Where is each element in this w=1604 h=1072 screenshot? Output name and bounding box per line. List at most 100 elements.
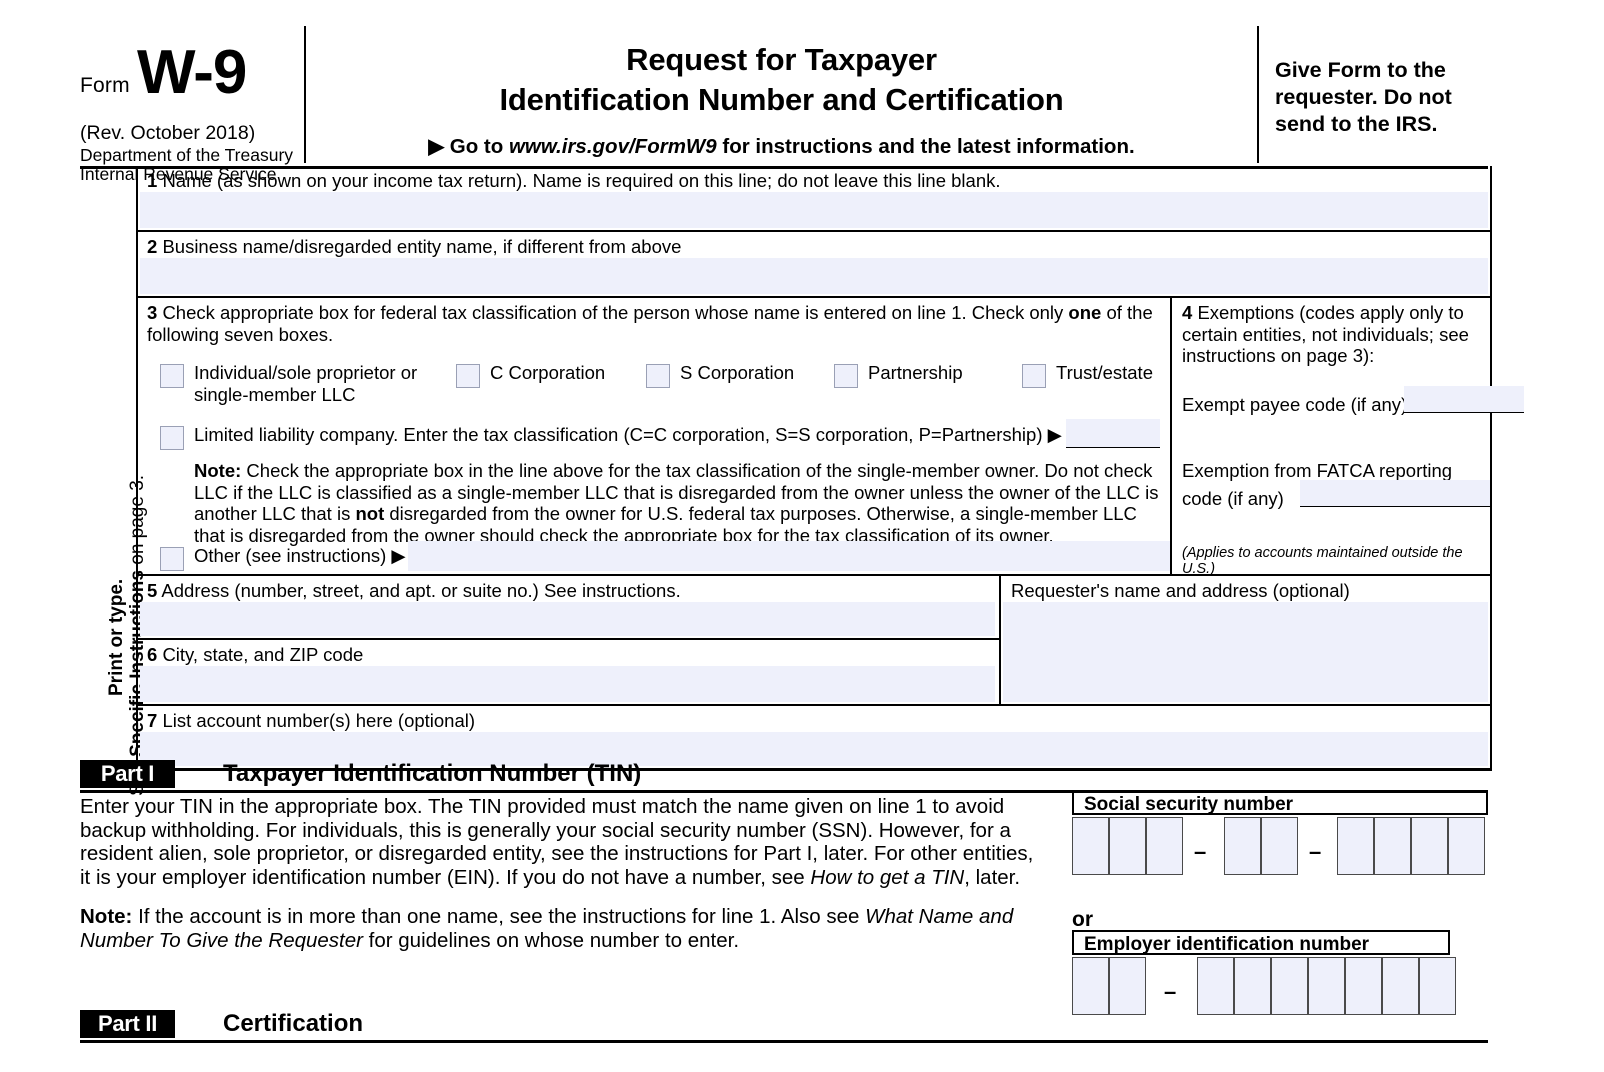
other-classification-input[interactable] (408, 541, 1170, 571)
ein-digit-7[interactable] (1345, 957, 1382, 1015)
checkbox-trust-estate[interactable] (1022, 364, 1046, 388)
ssn-digit-5[interactable] (1261, 817, 1298, 875)
irs-website-line: ▶ Go to www.irs.gov/FormW9 for instructi… (306, 134, 1257, 159)
checkbox-limited-liability-company[interactable] (160, 426, 184, 450)
goto-suffix: for instructions and the latest informat… (716, 135, 1135, 158)
ssn-heading: Social security number (1072, 790, 1488, 815)
ssn-digit-4[interactable] (1224, 817, 1261, 875)
ssn-box-row: – – (1072, 817, 1488, 875)
line-3-note-text-b: disregarded from the owner for U.S. fede… (194, 503, 1137, 546)
part-1-note-b: for guidelines on whose number to enter. (362, 928, 740, 952)
line-6-number: 6 (147, 644, 158, 665)
checkbox-individual-sole-proprietor[interactable] (160, 364, 184, 388)
line-3-and-4-row: 3 Check appropriate box for federal tax … (138, 298, 1524, 577)
ssn-digit-3[interactable] (1146, 817, 1183, 875)
line-7-account-numbers-input[interactable] (140, 732, 1488, 766)
form-title-line-1: Request for Taxpayer (626, 42, 937, 77)
part-1-note-italic-title: What Name and Number To Give the Request… (80, 905, 1014, 952)
requester-name-address-input[interactable] (1003, 602, 1488, 702)
ein-digit-9[interactable] (1419, 957, 1456, 1015)
part-1-paragraph-1: Enter your TIN in the appropriate box. T… (80, 795, 1042, 889)
fatca-code-input[interactable] (1300, 480, 1490, 507)
sidebar-print-or-type: Print or type. (106, 578, 127, 696)
checkbox-c-corporation[interactable] (456, 364, 480, 388)
line-2-label: Business name/disregarded entity name, i… (162, 236, 682, 257)
line-5-address-input[interactable] (140, 602, 995, 636)
checkbox-label-s-corporation: S Corporation (680, 362, 795, 383)
part-1-note-bold: Note: (80, 905, 133, 928)
line-1-label: Name (as shown on your income tax return… (162, 170, 1001, 191)
address-and-requester-row: 5 Address (number, street, and apt. or s… (138, 576, 1490, 706)
other-label: Other (see instructions) ▶ (194, 545, 406, 566)
line-7-number: 7 (147, 710, 158, 731)
header-instruction-block: Give Form to the requester. Do not send … (1270, 26, 1488, 163)
line-2-number: 2 (147, 236, 158, 257)
line-3-other-row: Other (see instructions) ▶ (138, 541, 1170, 577)
issuing-agency: Department of the Treasury Internal Reve… (80, 146, 293, 183)
checkbox-s-corporation[interactable] (646, 364, 670, 388)
checkbox-label-individual-line1: Individual/sole proprietor or (194, 362, 418, 383)
ein-digit-8[interactable] (1382, 957, 1419, 1015)
checkbox-partnership[interactable] (834, 364, 858, 388)
fatca-label-line-2: code (if any) (1182, 488, 1284, 509)
ein-heading: Employer identification number (1072, 930, 1450, 955)
line-1-name-input[interactable] (140, 192, 1488, 228)
line-2-business-name-input[interactable] (140, 258, 1488, 294)
ein-digit-5[interactable] (1271, 957, 1308, 1015)
part-2-title: Certification (223, 1010, 364, 1037)
department-line-1: Department of the Treasury (80, 145, 294, 165)
line-3-instruction-bold: one (1068, 302, 1102, 323)
exempt-payee-code-label: Exempt payee code (if any) (1182, 394, 1408, 415)
irs-url-link[interactable]: www.irs.gov/FormW9 (508, 135, 717, 158)
checkbox-other[interactable] (160, 547, 184, 571)
part-1-note-a: If the account is in more than one name,… (132, 905, 866, 928)
checkbox-label-c-corporation: C Corporation (490, 362, 606, 383)
header-left-block: Form W-9 (Rev. October 2018) Department … (80, 26, 306, 183)
line-4-heading: 4 Exemptions (codes apply only to certai… (1182, 302, 1492, 367)
ein-digit-6[interactable] (1308, 957, 1345, 1015)
part-1-how-to-get-a-tin: How to get a TIN (810, 865, 965, 889)
line-3-note-text-a: Check the appropriate box in the line ab… (194, 460, 1159, 524)
line-4-number: 4 (1182, 302, 1193, 323)
part-2-header-bar: Part II Certification (80, 1010, 1488, 1043)
requester-column: Requester's name and address (optional) (1001, 576, 1490, 704)
line-1-number: 1 (147, 170, 158, 191)
requester-caption: Requester's name and address (optional) (1011, 580, 1350, 601)
ein-digit-2[interactable] (1109, 957, 1146, 1015)
ein-digit-4[interactable] (1234, 957, 1271, 1015)
ein-digit-3[interactable] (1197, 957, 1234, 1015)
header-title-block: Request for Taxpayer Identification Numb… (306, 26, 1259, 163)
line-6-city-state-zip-row: 6 City, state, and ZIP code (138, 640, 999, 704)
line-6-city-state-zip-input[interactable] (140, 666, 995, 702)
line-7-caption: 7 List account number(s) here (optional) (147, 710, 475, 732)
exempt-payee-code-input[interactable] (1404, 386, 1524, 413)
part-2-tag: Part II (80, 1010, 175, 1038)
ssn-digit-6[interactable] (1337, 817, 1374, 875)
goto-arrow-prefix: ▶ Go to (428, 135, 509, 158)
form-word-label: Form (80, 74, 130, 97)
line-7-label: List account number(s) here (optional) (162, 710, 476, 731)
give-form-line-2: requester. Do not (1275, 85, 1452, 109)
line-3-instruction-part-2: of the following seven boxes. (147, 302, 1153, 345)
ssn-digit-7[interactable] (1374, 817, 1411, 875)
ein-digit-1[interactable] (1072, 957, 1109, 1015)
line-3-instruction-part-1: Check appropriate box for federal tax cl… (162, 302, 1069, 323)
line-3-note-bold-not: not (355, 503, 385, 524)
line-2-business-name-row: 2 Business name/disregarded entity name,… (138, 232, 1490, 298)
checkbox-label-individual: Individual/sole proprietor or single-memb… (194, 362, 417, 405)
line-3-note: Note: Check the appropriate box in the l… (194, 460, 1166, 546)
give-form-instruction: Give Form to the requester. Do not send … (1275, 57, 1452, 138)
ssn-dash-2: – (1309, 839, 1322, 864)
ssn-digit-1[interactable] (1072, 817, 1109, 875)
line-3-number: 3 (147, 302, 158, 323)
fatca-label-line-1: Exemption from FATCA reporting (1182, 460, 1453, 481)
ssn-digit-9[interactable] (1448, 817, 1485, 875)
ssn-digit-2[interactable] (1109, 817, 1146, 875)
line-4-heading-text: Exemptions (codes apply only to certain … (1182, 302, 1469, 366)
line-3-note-bold: Note: (194, 460, 242, 481)
ssn-digit-8[interactable] (1411, 817, 1448, 875)
line-1-caption: 1 Name (as shown on your income tax retu… (147, 170, 1001, 192)
llc-tax-classification-input[interactable] (1066, 419, 1160, 448)
or-label: or (1072, 908, 1093, 931)
